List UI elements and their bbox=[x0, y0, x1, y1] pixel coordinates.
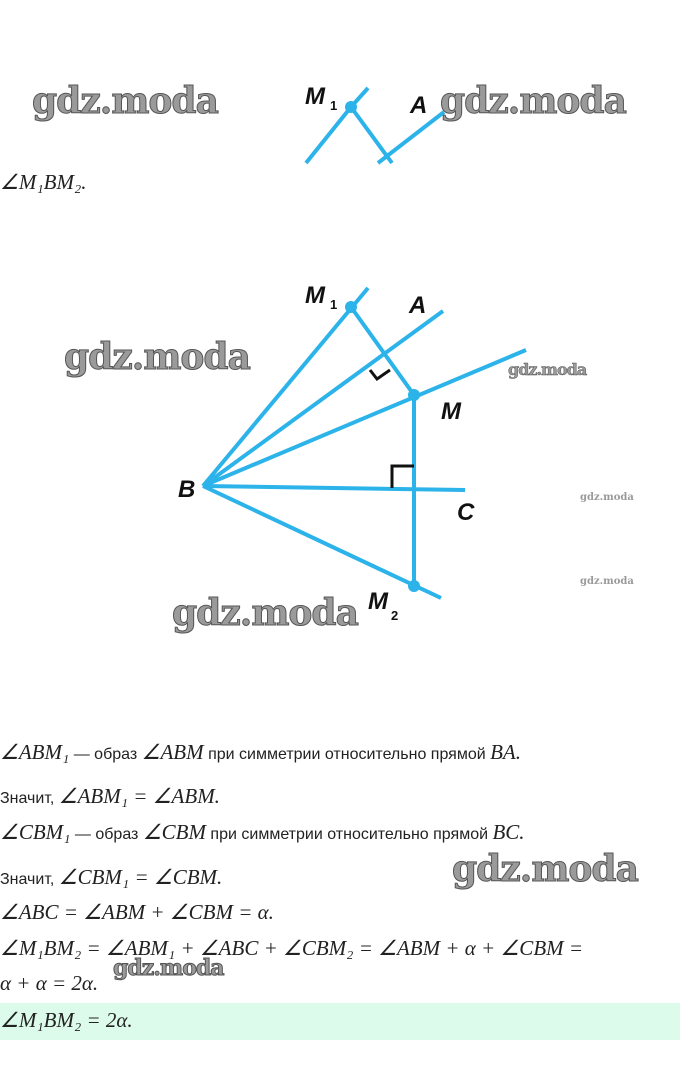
right-angle-mark-c bbox=[390, 464, 414, 488]
answer: ∠M₁BM₂ = 2α. bbox=[0, 1008, 133, 1032]
label-m2: M bbox=[368, 588, 389, 615]
point-m1 bbox=[345, 301, 357, 313]
ray-bc bbox=[202, 484, 466, 492]
label-m1: M bbox=[305, 282, 326, 309]
watermark: gdz.moda bbox=[113, 955, 226, 982]
solution-line-1: ∠ABM₁ — образ ∠ABM при симметрии относит… bbox=[0, 740, 521, 765]
label-m1-sub: 1 bbox=[330, 297, 337, 312]
ray-bm bbox=[202, 348, 527, 488]
solution-line-6: ∠M₁BM₂ = ∠ABM₁ + ∠ABC + ∠CBM₂ = ∠ABM + α… bbox=[0, 936, 584, 960]
math: ∠ABM₁ bbox=[0, 740, 70, 764]
top-diagram-fragment: M 1 A bbox=[304, 83, 446, 165]
math: ∠ABM₁ = ∠ABM. bbox=[58, 784, 220, 808]
text: при симметрии относительно прямой bbox=[205, 826, 493, 843]
ray-ba bbox=[376, 110, 446, 165]
text: Значит, bbox=[0, 871, 59, 888]
label-b: B bbox=[178, 476, 195, 503]
point-m1 bbox=[345, 101, 357, 113]
watermark: gdz.moda bbox=[580, 492, 634, 503]
ray-b-m2 bbox=[202, 484, 442, 600]
segment-m1-m bbox=[349, 305, 416, 397]
watermark: gdz.moda bbox=[452, 848, 640, 891]
solution-line-3: ∠CBM₁ — образ ∠CBM при симметрии относит… bbox=[0, 820, 525, 845]
math: ∠ABM bbox=[141, 740, 204, 764]
ray-ba bbox=[201, 309, 445, 488]
answer-highlight bbox=[0, 1003, 680, 1040]
label-m1-sub: 1 bbox=[330, 98, 337, 113]
text: при симметрии относительно прямой bbox=[203, 746, 491, 763]
text: Значит, bbox=[0, 790, 59, 807]
solution-line-4: Значит, ∠CBM₁ = ∠CBM. bbox=[0, 865, 222, 890]
caption-angle: ∠M₁BM₂. bbox=[0, 170, 87, 194]
solution-line-7: α + α = 2α. bbox=[0, 971, 99, 995]
label-m2-sub: 2 bbox=[391, 608, 398, 623]
math: ∠CBM₁ = ∠CBM. bbox=[58, 865, 223, 889]
solution-line-5: ∠ABC = ∠ABM + ∠CBM = α. bbox=[0, 900, 274, 924]
math: ∠CBM₁ bbox=[0, 820, 71, 844]
label-m1: M bbox=[305, 83, 326, 110]
right-angle-mark-a bbox=[368, 368, 391, 382]
watermark: gdz.moda bbox=[508, 360, 588, 380]
point-m2 bbox=[408, 580, 420, 592]
segment-m1-m bbox=[349, 105, 394, 165]
label-a: A bbox=[409, 92, 427, 119]
math: BC. bbox=[492, 820, 525, 844]
text: — образ bbox=[70, 826, 143, 843]
watermark: gdz.moda bbox=[64, 336, 252, 379]
point-m bbox=[408, 389, 420, 401]
label-a: A bbox=[408, 292, 426, 319]
solution-line-2: Значит, ∠ABM₁ = ∠ABM. bbox=[0, 784, 220, 809]
segment-b-m1 bbox=[304, 105, 353, 165]
ray-b-m1 bbox=[201, 286, 370, 488]
text: — образ bbox=[69, 746, 142, 763]
watermark: gdz.moda bbox=[580, 576, 634, 587]
watermark: gdz.moda bbox=[172, 592, 360, 635]
math: ∠CBM bbox=[142, 820, 206, 844]
label-m: M bbox=[441, 398, 462, 425]
watermark: gdz.moda bbox=[440, 80, 628, 123]
watermark: gdz.moda bbox=[32, 80, 220, 123]
math: BA. bbox=[490, 740, 522, 764]
label-c: C bbox=[457, 499, 475, 526]
main-diagram: M 1 A M B C M 2 bbox=[178, 282, 527, 623]
